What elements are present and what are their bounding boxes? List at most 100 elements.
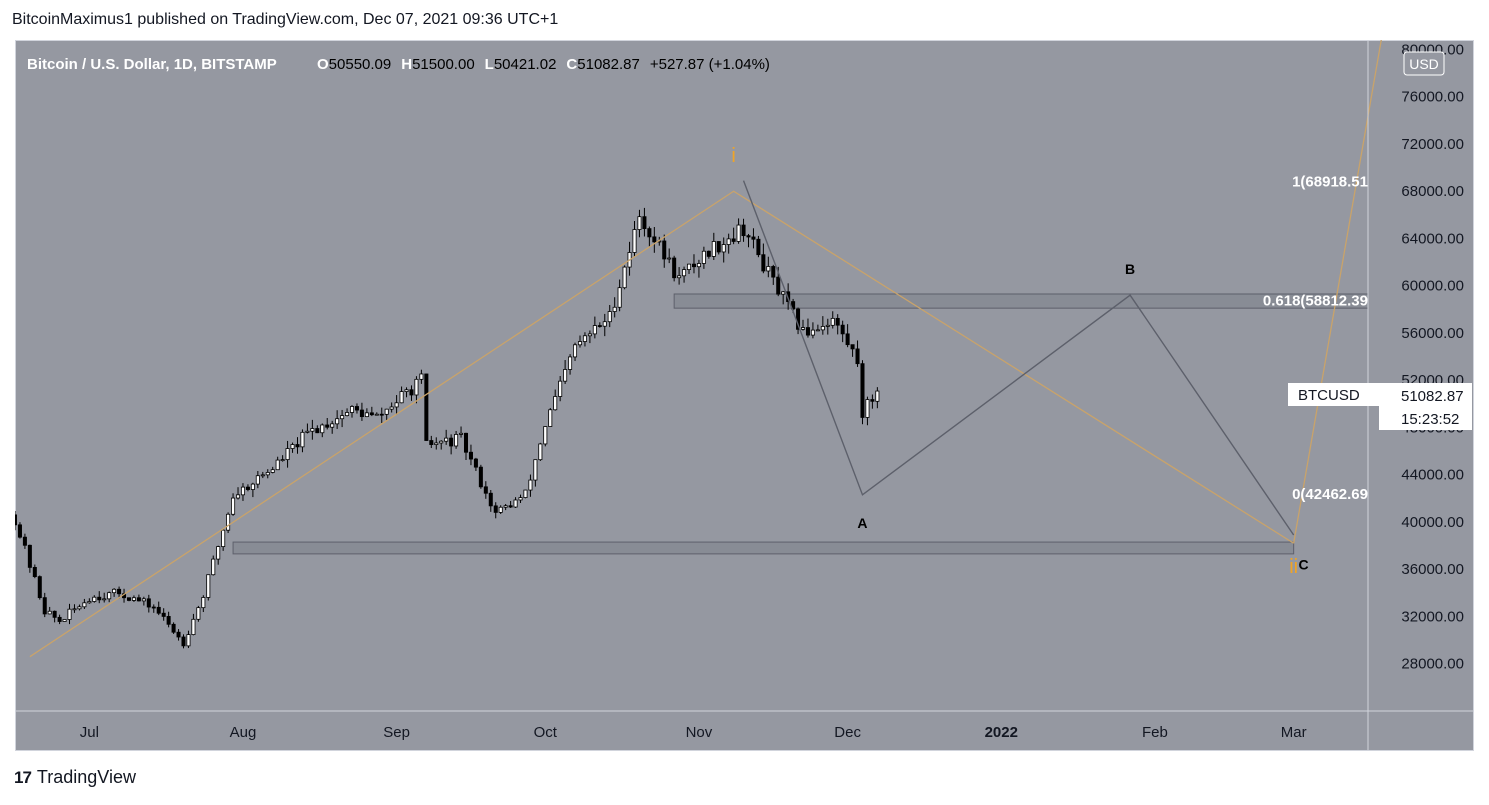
- y-tick-label: 56000.00: [1401, 325, 1464, 342]
- candle: [677, 267, 682, 285]
- candle-body: [865, 399, 870, 418]
- candle: [711, 232, 716, 261]
- candle: [751, 228, 756, 249]
- candle-body: [206, 574, 211, 598]
- fib-level-label: 0.618(58812.39: [1263, 293, 1368, 310]
- price-chart[interactable]: 1(68918.510.618(58812.390(42462.69iiiABC…: [15, 40, 1474, 751]
- candle: [508, 501, 513, 508]
- y-tick-label: 60000.00: [1401, 278, 1464, 295]
- candle-body: [662, 240, 667, 260]
- candle: [260, 471, 265, 479]
- candle: [533, 459, 538, 487]
- candle: [543, 426, 548, 447]
- candle-body: [721, 244, 726, 253]
- candle: [305, 423, 310, 434]
- candle-body: [533, 459, 538, 481]
- candle-body: [409, 389, 414, 396]
- candle: [855, 340, 860, 367]
- candle-body: [617, 287, 622, 308]
- candle-body: [201, 597, 206, 609]
- candle-body: [850, 344, 855, 350]
- candle: [394, 395, 399, 415]
- candle: [290, 442, 295, 453]
- candle-body: [295, 444, 300, 448]
- candle: [746, 233, 751, 248]
- candle-body: [320, 424, 325, 434]
- candle-body: [181, 636, 186, 647]
- candle-body: [176, 631, 181, 638]
- last-price-label: 51082.87: [1401, 388, 1464, 405]
- candle: [706, 250, 711, 259]
- candle-body: [696, 263, 701, 268]
- candle-body: [573, 344, 578, 358]
- candle-body: [488, 492, 493, 507]
- candle: [107, 591, 112, 603]
- candle-body: [815, 329, 820, 332]
- candle: [721, 237, 726, 263]
- pattern-line: [742, 180, 1295, 536]
- support-zone: [232, 541, 1295, 555]
- candle-body: [459, 432, 464, 435]
- candle: [325, 417, 330, 430]
- candle: [374, 412, 379, 416]
- candle-body: [131, 597, 136, 601]
- candle-body: [72, 608, 77, 611]
- candle-body: [463, 432, 469, 453]
- x-tick-label: Dec: [834, 724, 861, 741]
- candle: [211, 555, 216, 576]
- candle: [468, 444, 473, 466]
- candle-body: [820, 326, 825, 331]
- candle-body: [350, 406, 355, 413]
- candle: [295, 437, 300, 454]
- candle: [434, 437, 439, 450]
- candle-body: [503, 505, 508, 508]
- candle: [176, 629, 181, 641]
- candle: [761, 243, 766, 274]
- candle-body: [523, 489, 528, 498]
- candle: [473, 457, 478, 471]
- candle-body: [647, 228, 652, 238]
- candle-body: [236, 494, 241, 499]
- candle: [350, 405, 355, 418]
- candle: [364, 408, 369, 418]
- high-label: H: [401, 56, 412, 73]
- candle-body: [27, 544, 32, 568]
- pattern-label: C: [1299, 556, 1309, 572]
- candle-body: [518, 497, 523, 501]
- low-value: 50421.02: [494, 56, 557, 73]
- candle-body: [582, 335, 587, 342]
- candle: [196, 605, 201, 622]
- candle: [518, 494, 523, 503]
- candle-body: [369, 412, 374, 416]
- currency-button[interactable]: USD: [1403, 51, 1445, 76]
- close-value: 51082.87: [577, 56, 640, 73]
- candle: [731, 227, 736, 245]
- candle-body: [240, 486, 245, 496]
- candle: [771, 264, 776, 285]
- candle: [354, 403, 359, 414]
- candle-body: [57, 616, 62, 622]
- candle-body: [255, 475, 260, 485]
- candle: [815, 324, 820, 332]
- candle: [97, 591, 102, 604]
- candle-body: [860, 363, 865, 418]
- candle-body: [102, 598, 107, 601]
- candle-body: [171, 623, 176, 633]
- candle: [399, 386, 404, 404]
- y-tick-label: 76000.00: [1401, 89, 1464, 106]
- candle: [667, 248, 672, 264]
- candle-body: [62, 619, 67, 622]
- candle-body: [454, 434, 459, 447]
- candle-body: [592, 325, 597, 335]
- candle-body: [47, 610, 52, 615]
- candle: [454, 430, 459, 449]
- candle-body: [691, 263, 696, 268]
- candle-body: [835, 317, 840, 326]
- x-tick-label: Aug: [230, 724, 257, 741]
- candle: [384, 408, 389, 421]
- candle-body: [275, 459, 280, 471]
- candle: [136, 594, 141, 602]
- candle: [310, 419, 315, 440]
- candle-body: [449, 437, 454, 447]
- candle-body: [37, 576, 42, 599]
